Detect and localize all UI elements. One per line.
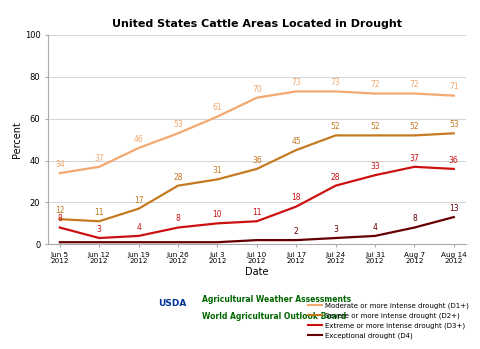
Text: 46: 46 — [134, 135, 144, 144]
X-axis label: Date: Date — [245, 267, 268, 277]
Text: 53: 53 — [449, 120, 459, 129]
Text: 8: 8 — [58, 214, 62, 223]
Text: 8: 8 — [412, 214, 417, 223]
Text: 73: 73 — [291, 78, 301, 87]
Text: 4: 4 — [372, 223, 377, 232]
Text: 53: 53 — [173, 120, 183, 129]
Legend: Moderate or more intense drought (D1+), Severe or more intense drought (D2+), Ex: Moderate or more intense drought (D1+), … — [305, 300, 472, 342]
Text: 11: 11 — [252, 208, 262, 217]
Text: 11: 11 — [95, 208, 104, 217]
Text: 72: 72 — [370, 80, 380, 89]
Text: 33: 33 — [370, 162, 380, 171]
Text: 31: 31 — [213, 166, 222, 175]
Text: 36: 36 — [252, 156, 262, 165]
Text: 37: 37 — [409, 154, 419, 163]
Text: 37: 37 — [95, 154, 104, 163]
Text: 36: 36 — [449, 156, 459, 165]
Text: 3: 3 — [333, 225, 338, 234]
Text: 72: 72 — [409, 80, 419, 89]
Text: 3: 3 — [97, 225, 102, 234]
Y-axis label: Percent: Percent — [12, 121, 22, 158]
Text: 17: 17 — [134, 195, 144, 205]
Text: 73: 73 — [331, 78, 340, 87]
Text: 70: 70 — [252, 84, 262, 94]
Text: 2: 2 — [294, 227, 299, 236]
Text: USDA: USDA — [158, 299, 187, 308]
Text: 12: 12 — [55, 206, 65, 215]
Text: 10: 10 — [213, 210, 222, 219]
Text: 45: 45 — [291, 137, 301, 146]
Text: 13: 13 — [449, 204, 458, 213]
Title: United States Cattle Areas Located in Drought: United States Cattle Areas Located in Dr… — [112, 18, 402, 29]
Text: 52: 52 — [331, 122, 340, 131]
Text: World Agricultural Outlook Board: World Agricultural Outlook Board — [202, 312, 346, 321]
Text: 34: 34 — [55, 160, 65, 169]
Text: 4: 4 — [136, 223, 141, 232]
Text: Agricultural Weather Assessments: Agricultural Weather Assessments — [202, 295, 351, 304]
Text: 18: 18 — [291, 193, 301, 202]
Text: 52: 52 — [409, 122, 419, 131]
Text: 52: 52 — [370, 122, 380, 131]
Text: 28: 28 — [331, 172, 340, 181]
Text: 28: 28 — [173, 172, 183, 181]
Text: 61: 61 — [213, 103, 222, 112]
Text: 71: 71 — [449, 82, 458, 91]
Text: 8: 8 — [176, 214, 180, 223]
